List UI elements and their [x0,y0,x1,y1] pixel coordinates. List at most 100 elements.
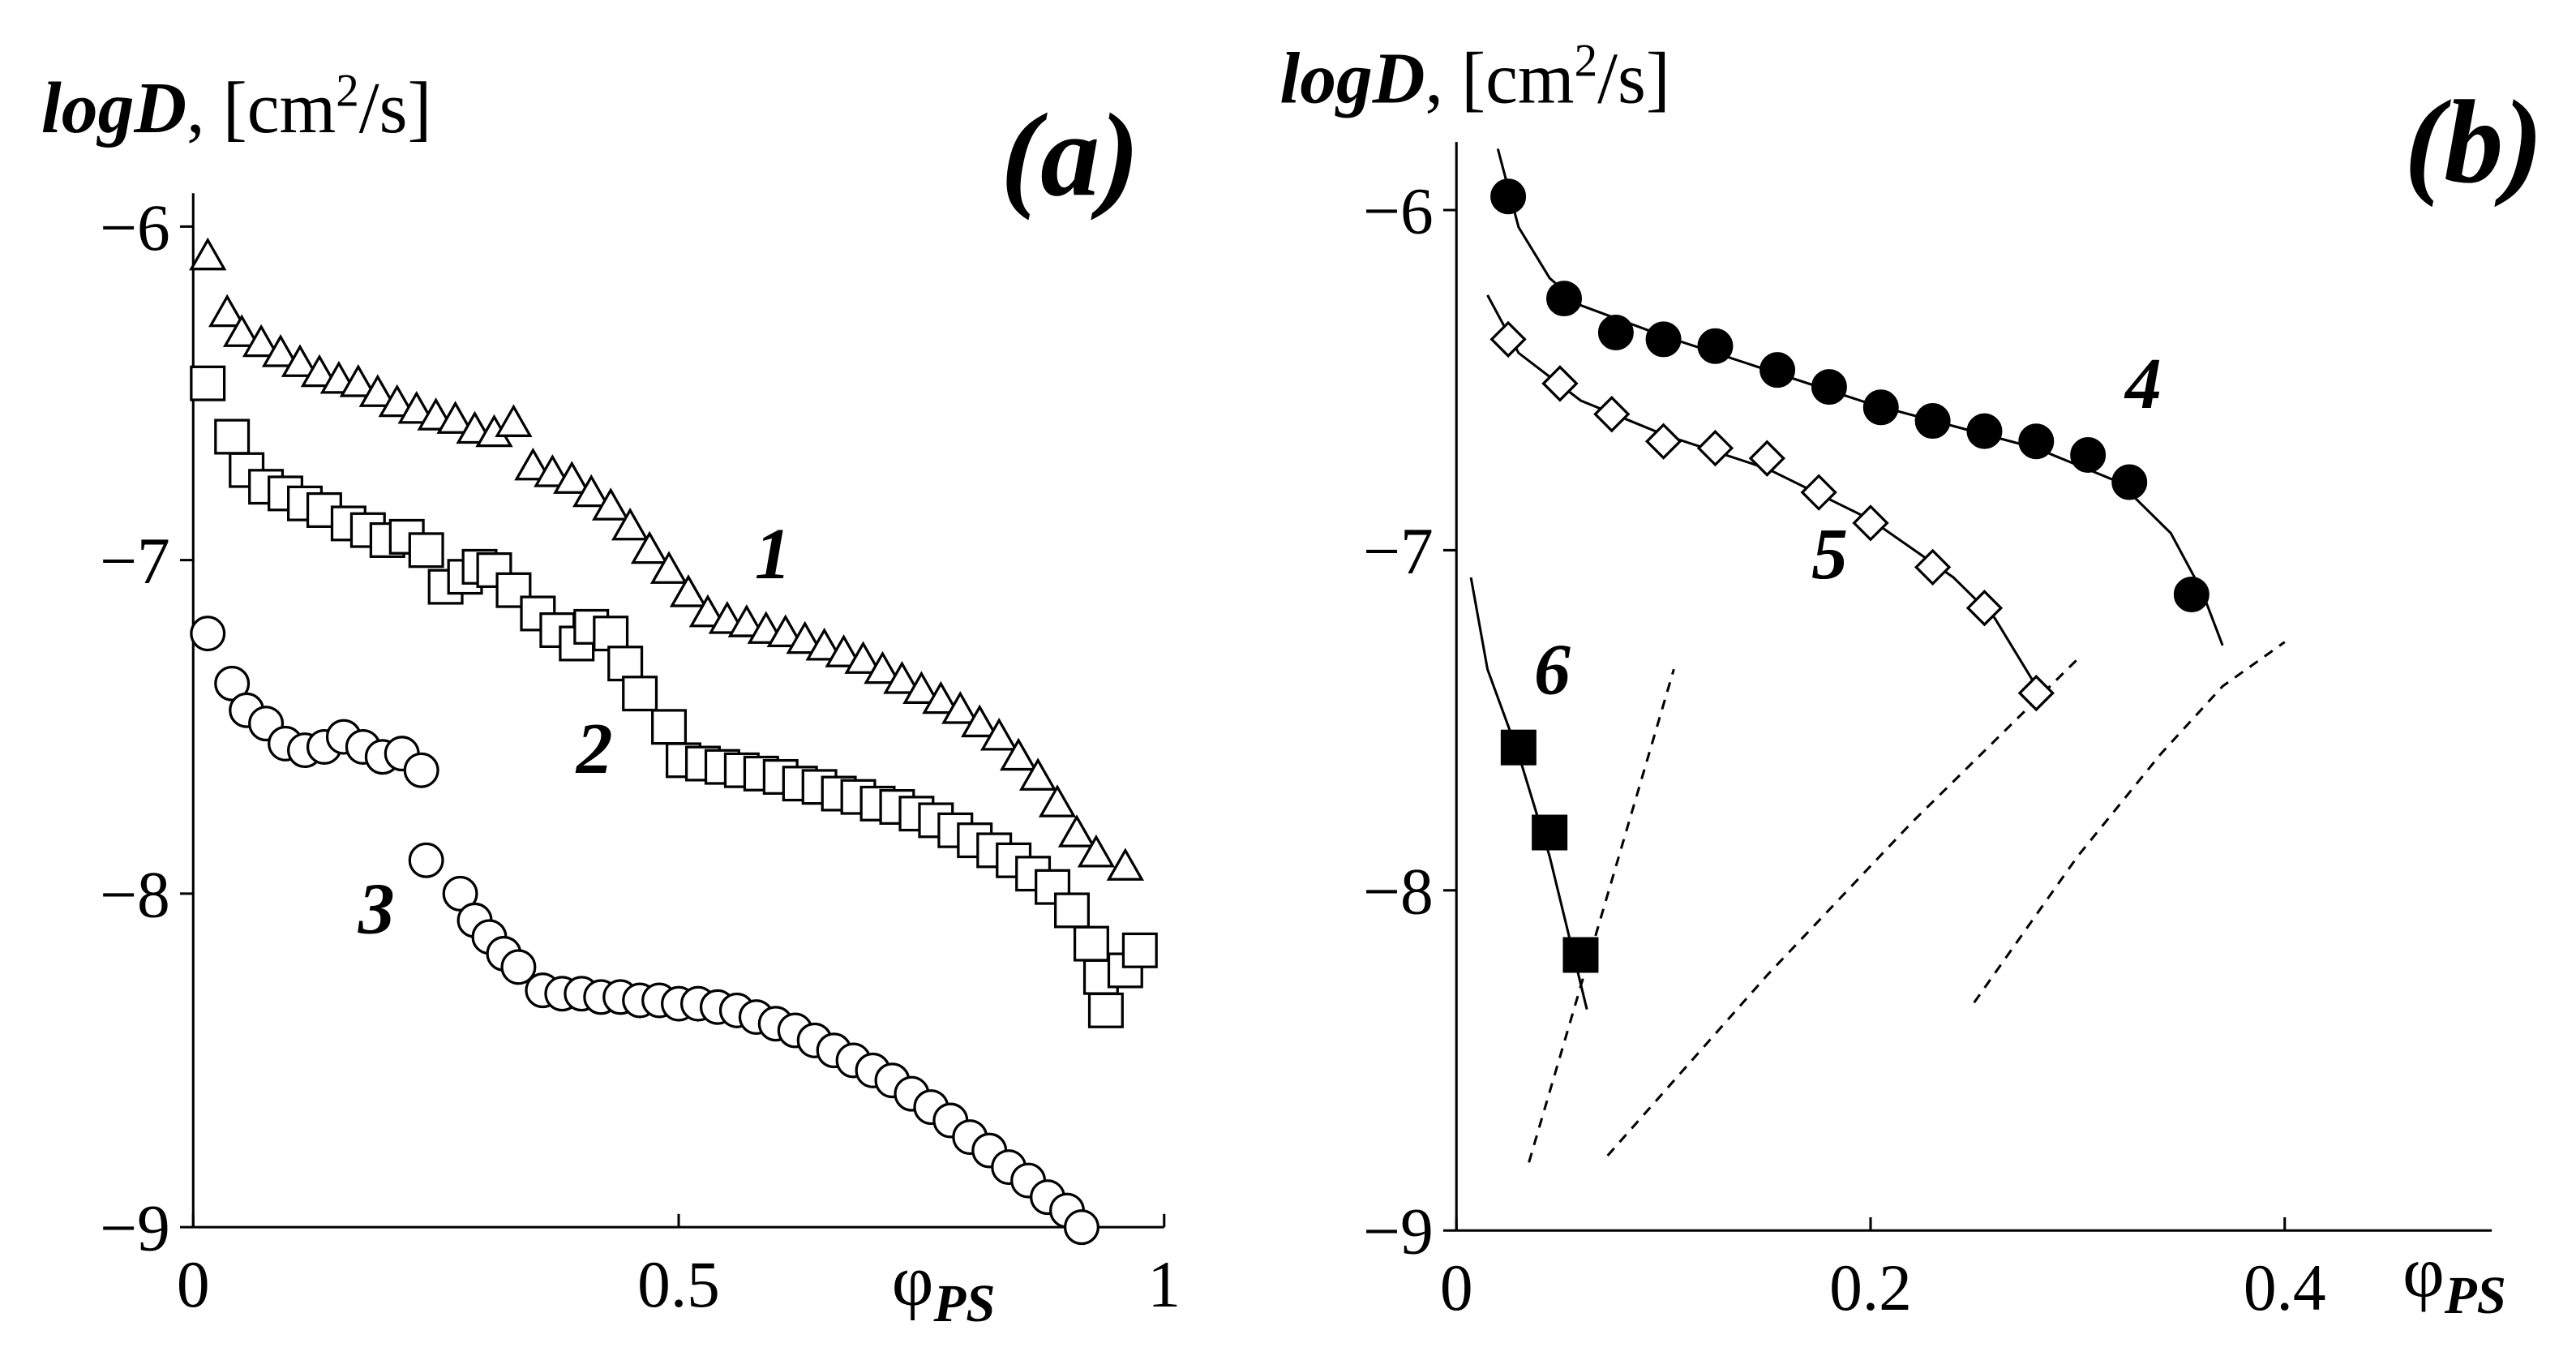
marker [2070,436,2107,473]
panel-label: (b) [2404,75,2543,208]
marker [649,551,688,584]
marker [1054,892,1090,929]
marker [844,641,882,674]
y-label-unit: , [cm [1425,38,1575,118]
marker [397,390,435,424]
marker [669,574,708,607]
x-label-sub: PS [2444,1267,2506,1325]
marker [534,454,572,487]
marker [408,842,444,878]
y-axis-label: logD, [cm2/s] [1279,36,1669,119]
marker [630,530,669,564]
x-axis-label: φPS [2402,1233,2506,1325]
marker [651,709,688,745]
fit-curve [1486,294,2038,687]
marker [1597,315,1634,351]
y-label-exp: 2 [336,65,359,116]
marker [1800,474,1837,511]
series-label: 1 [755,514,791,594]
x-tick-label: 0.5 [637,1247,720,1321]
series-label: 3 [358,869,395,950]
marker [980,717,1018,751]
marker [2018,423,2055,460]
marker [727,604,766,637]
marker [902,671,941,704]
marker [514,447,552,481]
y-label-unit-end: /s] [1597,38,1670,118]
series-label: 4 [2124,344,2162,424]
x-label-symbol: φ [892,1241,934,1321]
marker [190,616,226,652]
marker [1645,321,1682,358]
y-label-unit-end: /s] [359,68,432,148]
marker [1546,281,1583,317]
marker [339,364,378,397]
y-tick-label: −7 [100,524,170,598]
series-label: 6 [1534,629,1571,710]
marker [2173,576,2210,612]
marker [190,365,226,401]
marker [1541,365,1579,402]
marker [1914,403,1951,440]
series-label: 2 [575,709,613,789]
panel: −6 −7 −8 −90 0.2 0.4 4 5 6 (b) logD, [cm2/s] φPS [1279,36,2543,1325]
marker [358,374,396,407]
x-tick-label: 0.4 [2244,1251,2326,1324]
x-tick-label: 1 [1147,1247,1181,1321]
y-tick-label: −6 [1363,174,1434,248]
marker [1121,932,1158,968]
fit-curve [1973,641,2286,1004]
marker [1593,395,1631,433]
marker [1500,729,1537,766]
fit-curve [1496,148,2224,646]
y-tick-label: −9 [1363,1195,1434,1268]
marker [500,949,537,985]
x-tick-label: 0.2 [1829,1251,1912,1324]
marker [1811,369,1847,406]
x-tick-label: 0 [177,1247,210,1321]
y-label-exp: 2 [1575,36,1598,87]
marker [1562,937,1599,973]
marker [1057,814,1096,848]
marker [1532,814,1568,851]
marker [999,737,1038,771]
marker [378,384,416,418]
marker [261,334,300,367]
marker [281,344,319,377]
y-tick-label: −8 [1363,854,1434,928]
x-label-symbol: φ [2402,1233,2445,1313]
marker [1965,590,2004,627]
marker [1106,848,1145,881]
marker [883,661,921,694]
marker [622,676,658,712]
marker [1644,423,1682,460]
marker [1489,320,1527,358]
y-label-unit: , [cm [186,68,336,148]
marker [1759,352,1796,388]
x-label-sub: PS [932,1275,995,1333]
marker [1490,178,1527,215]
y-tick-label: −8 [100,857,170,931]
marker [408,532,444,569]
marker [961,704,999,738]
marker [553,461,591,494]
marker [1073,925,1109,962]
marker [2111,464,2148,500]
y-tick-label: −9 [100,1191,170,1265]
y-label-name: logD [41,68,186,148]
marker [572,474,611,508]
series-label: 5 [1811,514,1848,594]
marker [1038,784,1077,817]
marker [1087,992,1124,1028]
marker [1697,328,1734,364]
marker [1852,504,1889,542]
marker [1966,413,2003,449]
marker [766,614,804,648]
marker [941,691,979,724]
marker [2017,674,2055,712]
marker [611,507,649,541]
fit-curve [1606,658,2079,1156]
